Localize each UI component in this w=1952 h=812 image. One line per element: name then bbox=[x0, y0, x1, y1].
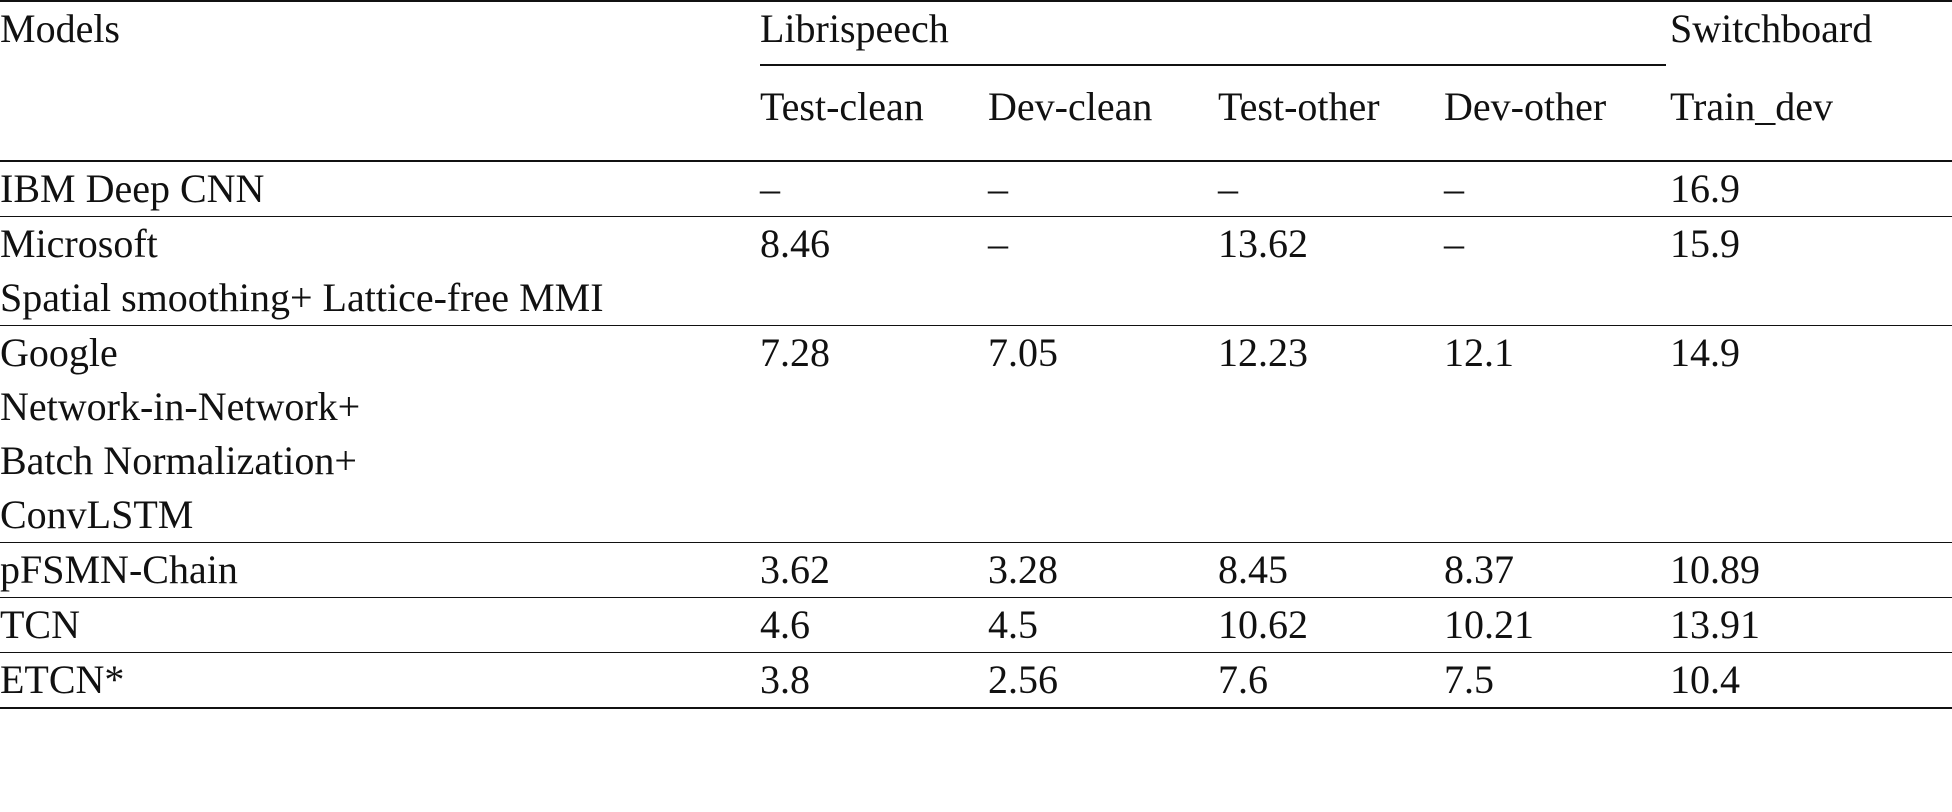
header-row-groups: Models Librispeech Switchboard bbox=[0, 0, 1952, 80]
table-row: TCN 4.6 4.5 10.62 10.21 13.91 bbox=[0, 597, 1952, 653]
table-row: pFSMN-Chain 3.62 3.28 8.45 8.37 10.89 bbox=[0, 542, 1952, 598]
model-name-line: Spatial smoothing+ Lattice-free MMI bbox=[0, 275, 604, 320]
value-cell: – bbox=[1218, 160, 1444, 217]
value-cell: 7.28 bbox=[760, 325, 988, 543]
header-empty-cell bbox=[0, 80, 760, 161]
model-name-line: ConvLSTM bbox=[0, 492, 194, 537]
header-librispeech-label: Librispeech bbox=[760, 6, 949, 51]
results-table: Models Librispeech Switchboard Test-clea… bbox=[0, 0, 1952, 709]
model-name-cell: ETCN* bbox=[0, 652, 760, 709]
table-row: ETCN* 3.8 2.56 7.6 7.5 10.4 bbox=[0, 652, 1952, 709]
model-name-line: ETCN* bbox=[0, 657, 125, 702]
value-cell: – bbox=[1444, 216, 1670, 326]
value-cell: 4.5 bbox=[988, 597, 1218, 653]
value-cell: 3.28 bbox=[988, 542, 1218, 598]
model-name-cell: Microsoft Spatial smoothing+ Lattice-fre… bbox=[0, 216, 760, 326]
value-cell: 13.62 bbox=[1218, 216, 1444, 326]
value-cell: 8.46 bbox=[760, 216, 988, 326]
value-cell: 10.89 bbox=[1670, 542, 1952, 598]
value-cell: 8.37 bbox=[1444, 542, 1670, 598]
value-cell: – bbox=[760, 160, 988, 217]
value-cell: 3.62 bbox=[760, 542, 988, 598]
value-cell: 13.91 bbox=[1670, 597, 1952, 653]
header-test-other: Test-other bbox=[1218, 84, 1380, 129]
value-cell: 16.9 bbox=[1670, 160, 1952, 217]
value-cell: 10.62 bbox=[1218, 597, 1444, 653]
value-cell: 4.6 bbox=[760, 597, 988, 653]
header-models: Models bbox=[0, 0, 760, 80]
value-cell: 12.23 bbox=[1218, 325, 1444, 543]
header-dev-clean: Dev-clean bbox=[988, 84, 1153, 129]
model-name-line: pFSMN-Chain bbox=[0, 547, 238, 592]
value-cell: 2.56 bbox=[988, 652, 1218, 709]
table-row: Microsoft Spatial smoothing+ Lattice-fre… bbox=[0, 216, 1952, 326]
model-name-line: Microsoft bbox=[0, 221, 158, 266]
model-name-line: IBM Deep CNN bbox=[0, 166, 265, 211]
table-row: IBM Deep CNN – – – – 16.9 bbox=[0, 160, 1952, 217]
header-test-clean: Test-clean bbox=[760, 84, 924, 129]
model-name-cell: TCN bbox=[0, 597, 760, 653]
model-name-cell: Google Network-in-Network+ Batch Normali… bbox=[0, 325, 760, 543]
value-cell: 8.45 bbox=[1218, 542, 1444, 598]
librispeech-rule bbox=[760, 64, 1666, 66]
header-group-librispeech: Librispeech bbox=[760, 0, 1670, 80]
header-row-columns: Test-clean Dev-clean Test-other Dev-othe… bbox=[0, 80, 1952, 161]
model-name-line: Batch Normalization+ bbox=[0, 438, 357, 483]
value-cell: 3.8 bbox=[760, 652, 988, 709]
value-cell: 10.21 bbox=[1444, 597, 1670, 653]
value-cell: – bbox=[988, 160, 1218, 217]
header-group-switchboard: Switchboard bbox=[1670, 0, 1952, 80]
value-cell: 10.4 bbox=[1670, 652, 1952, 709]
model-name-cell: IBM Deep CNN bbox=[0, 160, 760, 217]
value-cell: 14.9 bbox=[1670, 325, 1952, 543]
value-cell: – bbox=[1444, 160, 1670, 217]
model-name-line: Google bbox=[0, 330, 118, 375]
model-name-line: Network-in-Network+ bbox=[0, 384, 361, 429]
header-train-dev: Train_dev bbox=[1670, 84, 1833, 129]
value-cell: 7.05 bbox=[988, 325, 1218, 543]
value-cell: 15.9 bbox=[1670, 216, 1952, 326]
table-row: Google Network-in-Network+ Batch Normali… bbox=[0, 325, 1952, 543]
model-name-cell: pFSMN-Chain bbox=[0, 542, 760, 598]
model-name-line: TCN bbox=[0, 602, 80, 647]
header-dev-other: Dev-other bbox=[1444, 84, 1607, 129]
value-cell: 7.6 bbox=[1218, 652, 1444, 709]
value-cell: 7.5 bbox=[1444, 652, 1670, 709]
value-cell: – bbox=[988, 216, 1218, 326]
value-cell: 12.1 bbox=[1444, 325, 1670, 543]
